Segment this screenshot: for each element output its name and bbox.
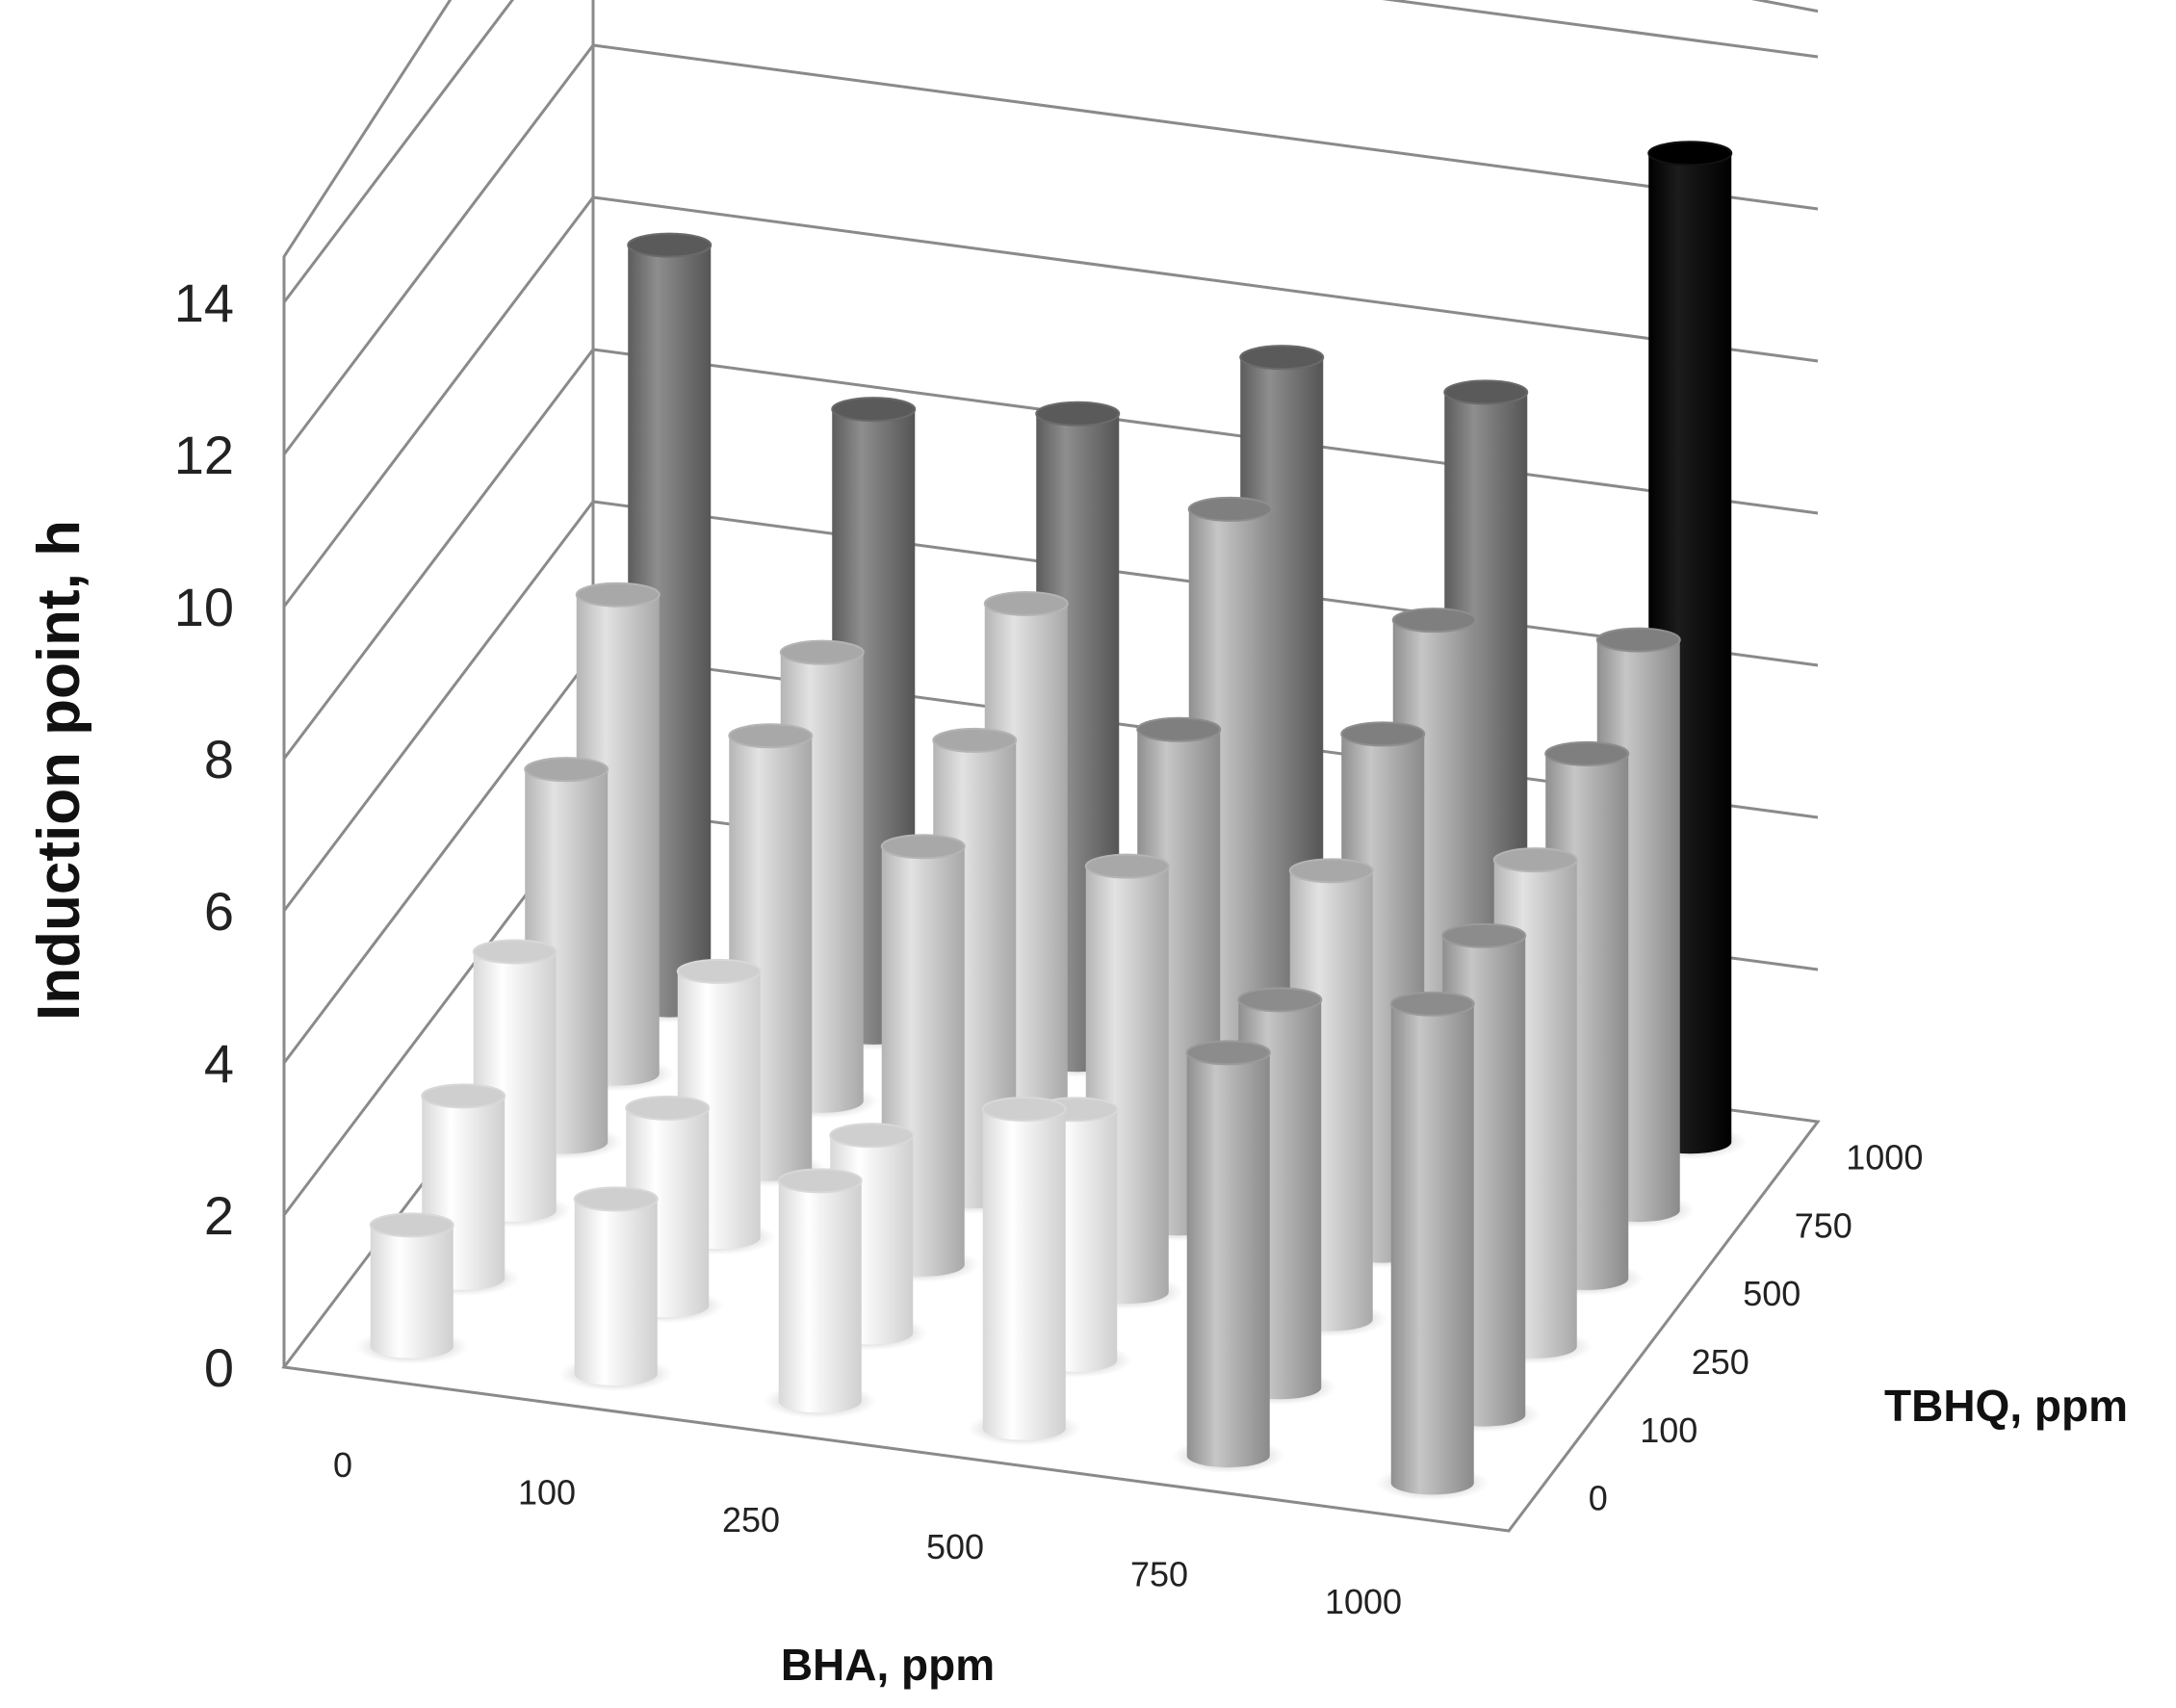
bar-cap [932, 727, 1018, 753]
bar-cap [1391, 608, 1477, 634]
z-axis-title: Induction point, h [26, 520, 92, 1021]
bar-cap [983, 590, 1069, 616]
bar-body [778, 1180, 862, 1413]
bar-cap [1136, 716, 1222, 742]
bar-body [370, 1225, 453, 1359]
bar-cap [627, 232, 712, 258]
gridline [282, 43, 1819, 455]
bar-cap [1544, 740, 1630, 766]
bar-body [574, 1199, 658, 1386]
z-tick-label: 12 [174, 425, 234, 485]
gridline [282, 195, 1819, 608]
bar-cap [1441, 922, 1527, 948]
x-axis-title: BHA, ppm [781, 1640, 995, 1690]
z-tick-label: 4 [204, 1033, 234, 1094]
bar-cap [1185, 1040, 1271, 1066]
bar-cap [880, 834, 966, 860]
bar-cap [981, 1096, 1067, 1122]
y-tick-label: 100 [1640, 1410, 1697, 1450]
bars-group [354, 141, 1748, 1501]
y-tick-label: 500 [1743, 1274, 1800, 1313]
bar-cap [1035, 401, 1121, 427]
y-tick-label: 250 [1692, 1342, 1749, 1382]
y-axis-ticks: 0 100 250 500 750 1000 [1589, 1137, 1924, 1517]
z-tick-label: 0 [204, 1337, 234, 1398]
bar-cap [1492, 847, 1578, 873]
bar-cylinder [763, 1168, 877, 1419]
gridline [282, 348, 1819, 760]
bar-cap [1340, 721, 1426, 747]
bar-cap [573, 1186, 659, 1212]
bar-cap [829, 1123, 915, 1149]
bar-cap [1389, 991, 1475, 1017]
bar-cap [369, 1212, 454, 1238]
z-axis-ticks: 0 2 4 6 8 10 12 14 [174, 272, 234, 1398]
bar-body [1390, 1003, 1474, 1495]
bar-cap [676, 958, 762, 984]
bar-cap [1288, 858, 1374, 884]
z-tick-label: 10 [174, 577, 234, 637]
bar-body [982, 1108, 1066, 1440]
bar-cap [1187, 496, 1273, 522]
bar-cylinder [558, 1186, 673, 1392]
bar-cylinder [1171, 1040, 1285, 1474]
bar-cap [1647, 141, 1733, 167]
z-tick-label: 14 [174, 272, 234, 333]
x-tick-label: 250 [722, 1500, 780, 1540]
bar-cap [779, 639, 865, 665]
x-tick-label: 100 [518, 1473, 576, 1513]
bar-cap [777, 1168, 863, 1194]
wall-top-edge [282, 0, 1819, 1367]
y-tick-label: 1000 [1846, 1137, 1923, 1177]
x-tick-label: 750 [1130, 1555, 1188, 1594]
bar-body [1186, 1052, 1270, 1468]
bar-cylinder [354, 1212, 469, 1364]
bar-cap [831, 397, 917, 423]
bar-cylinder [1375, 991, 1490, 1501]
gridline [282, 0, 1819, 303]
y-tick-label: 0 [1589, 1479, 1608, 1518]
bar-cap [421, 1083, 506, 1109]
z-tick-label: 2 [204, 1185, 234, 1246]
bar-cap [1239, 345, 1325, 371]
bar-cap [575, 582, 661, 608]
bar-cap [1595, 627, 1681, 653]
y-tick-label: 750 [1795, 1205, 1852, 1245]
x-tick-label: 1000 [1325, 1582, 1402, 1621]
x-tick-label: 0 [333, 1445, 352, 1485]
bar-cap [472, 939, 557, 965]
z-tick-label: 6 [204, 881, 234, 942]
bar-cap [1084, 853, 1170, 879]
z-tick-label: 8 [204, 729, 234, 789]
x-axis-ticks: 0 100 250 500 750 1000 [333, 1445, 1402, 1621]
bar-cap [1443, 379, 1529, 405]
y-axis-title: TBHQ, ppm [1884, 1381, 2128, 1431]
bar-cap [625, 1095, 711, 1121]
bar-cap [1237, 987, 1323, 1013]
x-tick-label: 500 [926, 1527, 984, 1566]
bar-cap [524, 757, 609, 783]
bar-cap [728, 723, 814, 749]
bar-cylinder [967, 1096, 1081, 1446]
